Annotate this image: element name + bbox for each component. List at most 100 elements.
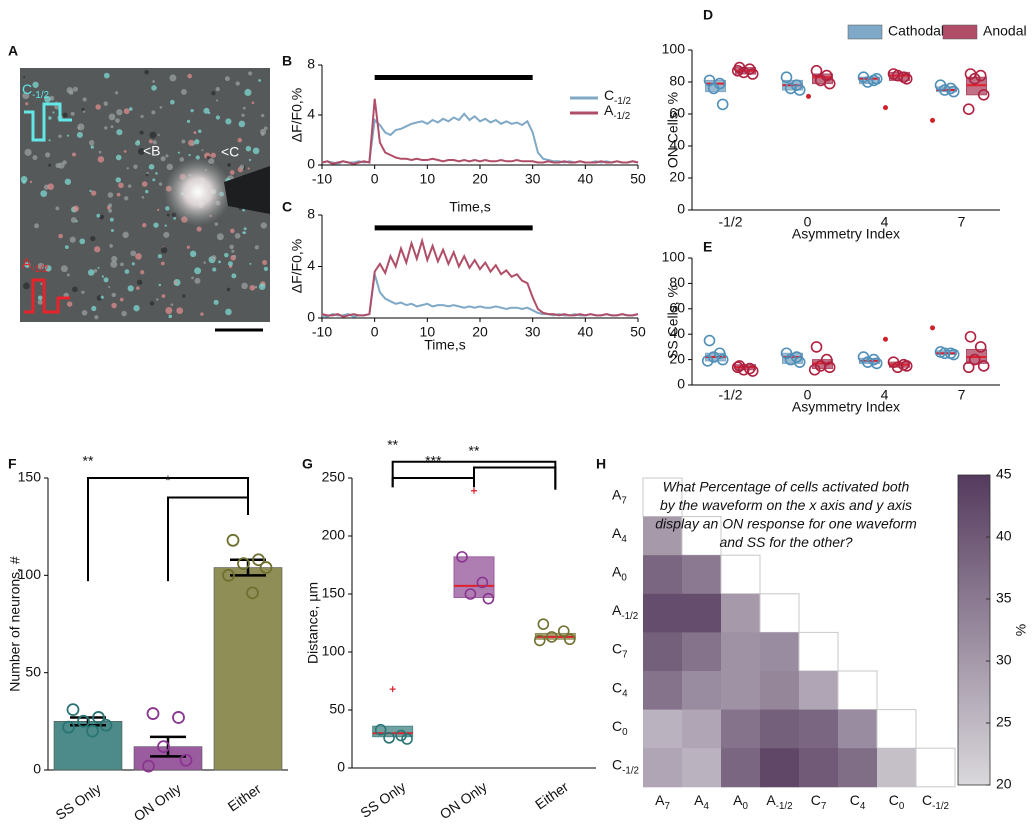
x-tick-label: C0 [889,792,905,812]
cell [40,282,43,285]
data-point [179,753,193,767]
data-point [259,561,273,574]
cell [226,287,231,292]
cell [196,226,202,232]
cell [203,261,206,264]
y-axis-label: ON Cells, % [665,92,681,168]
cell [108,113,116,121]
y-tick-label: 50 [25,663,41,679]
cell [48,139,51,142]
x-tick-label: C7 [811,792,827,812]
significance-bracket [473,466,557,490]
heatmap-cell [721,632,761,672]
cathodal-waveform [24,102,72,142]
annotation: by the waveform on the x axis and y axis [660,497,912,513]
cell [176,307,184,315]
y-tick-label: 8 [307,206,315,222]
bright-spot [164,158,232,226]
y-tick-label: 150 [322,585,346,601]
cell [248,158,252,162]
cell [233,254,237,258]
heatmap-cell [760,632,800,672]
colorbar-label: % [1013,624,1029,636]
x-tick-label: 7 [958,214,966,230]
cell [123,150,127,153]
y-tick-label: 0 [33,761,41,777]
cell [215,87,220,92]
data-point [810,341,823,353]
cell [32,81,39,88]
cell [109,217,114,222]
x-tick-label: 0 [371,171,379,187]
cell [215,115,221,120]
diagonal-cell [876,709,917,749]
cell [181,139,186,144]
data-point [716,98,729,111]
y-tick-label-base: C [612,756,622,772]
cell [62,112,68,118]
x-axis-label: Time,s [424,337,465,353]
heatmap-cell [721,593,761,633]
cell [191,276,194,280]
colorbar-tick-label: 45 [996,466,1012,482]
cell [243,227,247,231]
x-tick-label: 0 [804,214,812,230]
cell [111,292,116,298]
x-tick-label: SS Only [357,778,408,821]
cell [230,228,235,234]
y-tick-label: 0 [677,201,685,217]
x-tick-label: C4 [850,792,866,812]
y-axis-label: Number of neurons, # [7,556,23,692]
cell [168,314,173,319]
x-tick-label: A7 [655,792,670,812]
data-point [222,568,235,582]
cell [32,155,38,161]
legend-label: Cathodal [888,23,944,39]
cell [151,85,157,91]
y-tick-label: 100 [662,41,686,57]
panel-letter: D [703,7,713,23]
data-point [707,82,720,95]
data-point [545,631,558,643]
cell [186,119,191,123]
y-axis-label: ΔF/F0,% [289,88,305,142]
label-sub: -1/2 [31,264,48,275]
heatmap-cell [682,671,722,711]
trace [321,237,639,318]
cell [227,261,233,267]
heatmap-cell [721,709,761,749]
cell [249,262,252,265]
cell [135,140,141,146]
x-axis-label: Asymmetry Index [792,399,900,415]
heatmap-cell [643,555,683,595]
y-tick-label: A0 [612,563,627,583]
data-point [968,73,981,85]
data-point [861,356,874,368]
cell [124,269,130,274]
cell [216,233,224,241]
waveform-label: A-1/2 [22,255,48,275]
cell [210,152,216,158]
y-tick-label-base: C [612,679,622,695]
cell [169,74,177,82]
legend-label-sub: -1/2 [614,96,631,107]
legend-label: Anodal [983,23,1027,39]
cell [157,133,160,137]
box [372,725,414,738]
data-point [808,363,821,376]
cell [115,91,119,95]
cell [69,236,76,243]
significance-label: *** [425,453,442,469]
data-point [823,361,836,374]
y-tick-label-base: A [612,563,622,579]
data-point [737,363,750,376]
x-tick-label-sub: 4 [703,800,709,811]
y-tick-label: C-1/2 [612,756,639,776]
heatmap-cell [799,748,839,788]
cell [44,95,51,103]
cell [77,123,85,131]
annotation: display an ON response for one waveform [655,516,917,532]
legend-swatch [847,24,883,40]
cell [198,129,202,133]
x-tick-label: 4 [881,387,889,403]
